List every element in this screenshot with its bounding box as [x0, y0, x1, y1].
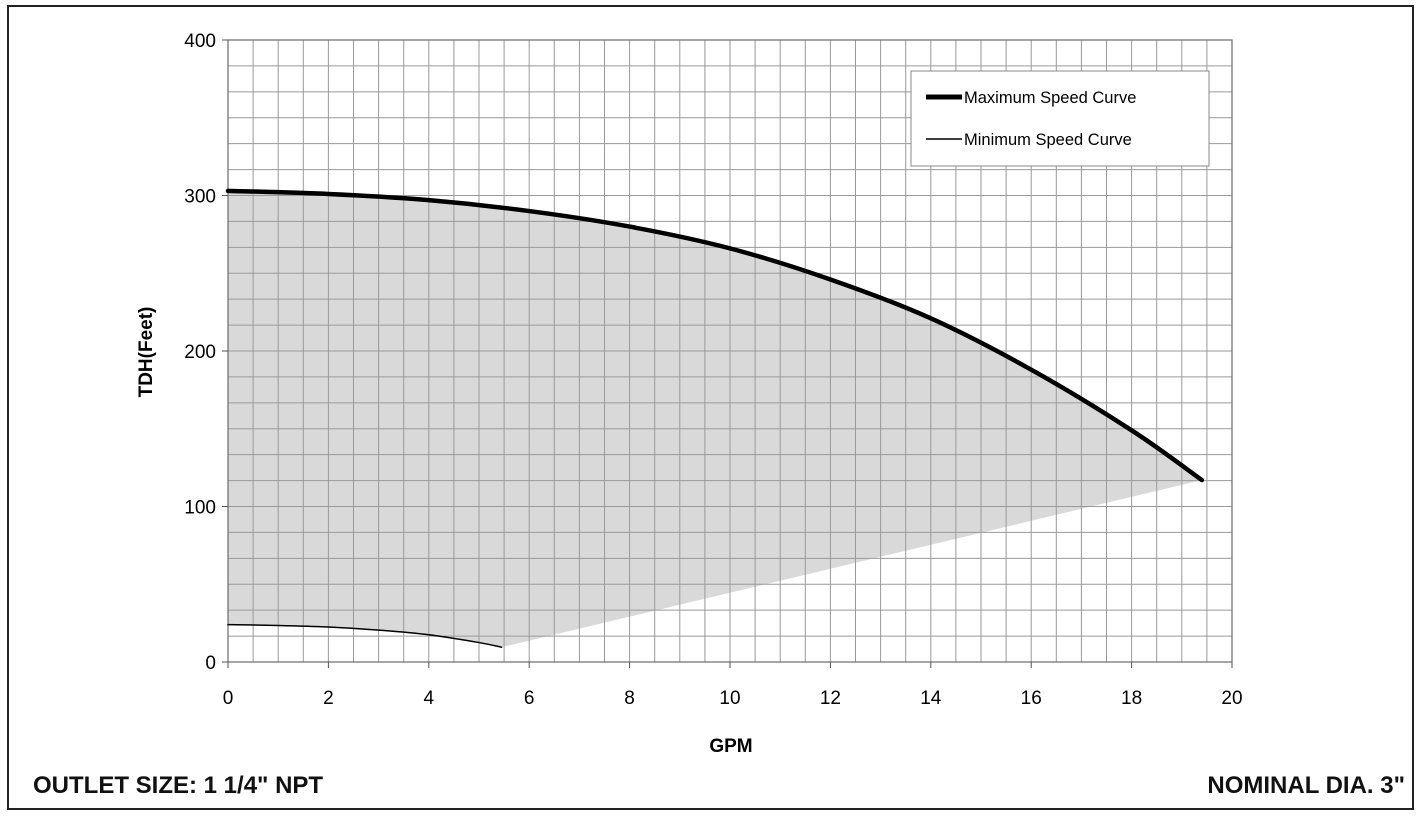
legend: Maximum Speed Curve Minimum Speed Curve: [910, 70, 1210, 167]
series-minimum-speed-curve: [227, 623, 503, 648]
x-tick-label: 4: [424, 688, 435, 709]
y-tick-label: 300: [184, 187, 216, 208]
series-layer: [225, 188, 1205, 648]
y-tick-label: 0: [205, 653, 216, 674]
x-tick-label: 2: [323, 688, 334, 709]
legend-label-min: Minimum Speed Curve: [964, 131, 1132, 149]
operating-region: [228, 190, 1202, 648]
y-tick-label: 200: [184, 342, 216, 363]
axes: [222, 39, 1233, 668]
x-tick-label: 6: [524, 688, 535, 709]
x-axis-label: GPM: [709, 736, 752, 757]
x-tick-label: 14: [920, 688, 942, 709]
x-tick-label: 0: [223, 688, 234, 709]
x-tick-label: 18: [1121, 688, 1142, 709]
legend-label-max: Maximum Speed Curve: [964, 89, 1136, 107]
outlet-size-label: OUTLET SIZE: 1 1/4" NPT: [33, 772, 324, 799]
x-tick-label: 10: [719, 688, 740, 709]
y-axis-label: TDH(Feet): [136, 307, 157, 398]
grid-lines: [228, 40, 1232, 662]
figure-frame: [7, 5, 1414, 810]
tick-labels: 0 100 200 300 400 0 2 4 6 8 10 12 14 16 18 20: [184, 31, 1242, 709]
nominal-diameter-label: NOMINAL DIA. 3": [1207, 772, 1405, 799]
x-tick-label: 12: [820, 688, 841, 709]
x-tick-label: 20: [1221, 688, 1242, 709]
legend-box: [910, 70, 1210, 167]
y-tick-label: 100: [184, 498, 216, 519]
x-tick-label: 8: [624, 688, 635, 709]
y-tick-label: 400: [184, 31, 216, 52]
series-maximum-speed-curve: [225, 188, 1205, 483]
x-tick-label: 16: [1021, 688, 1042, 709]
